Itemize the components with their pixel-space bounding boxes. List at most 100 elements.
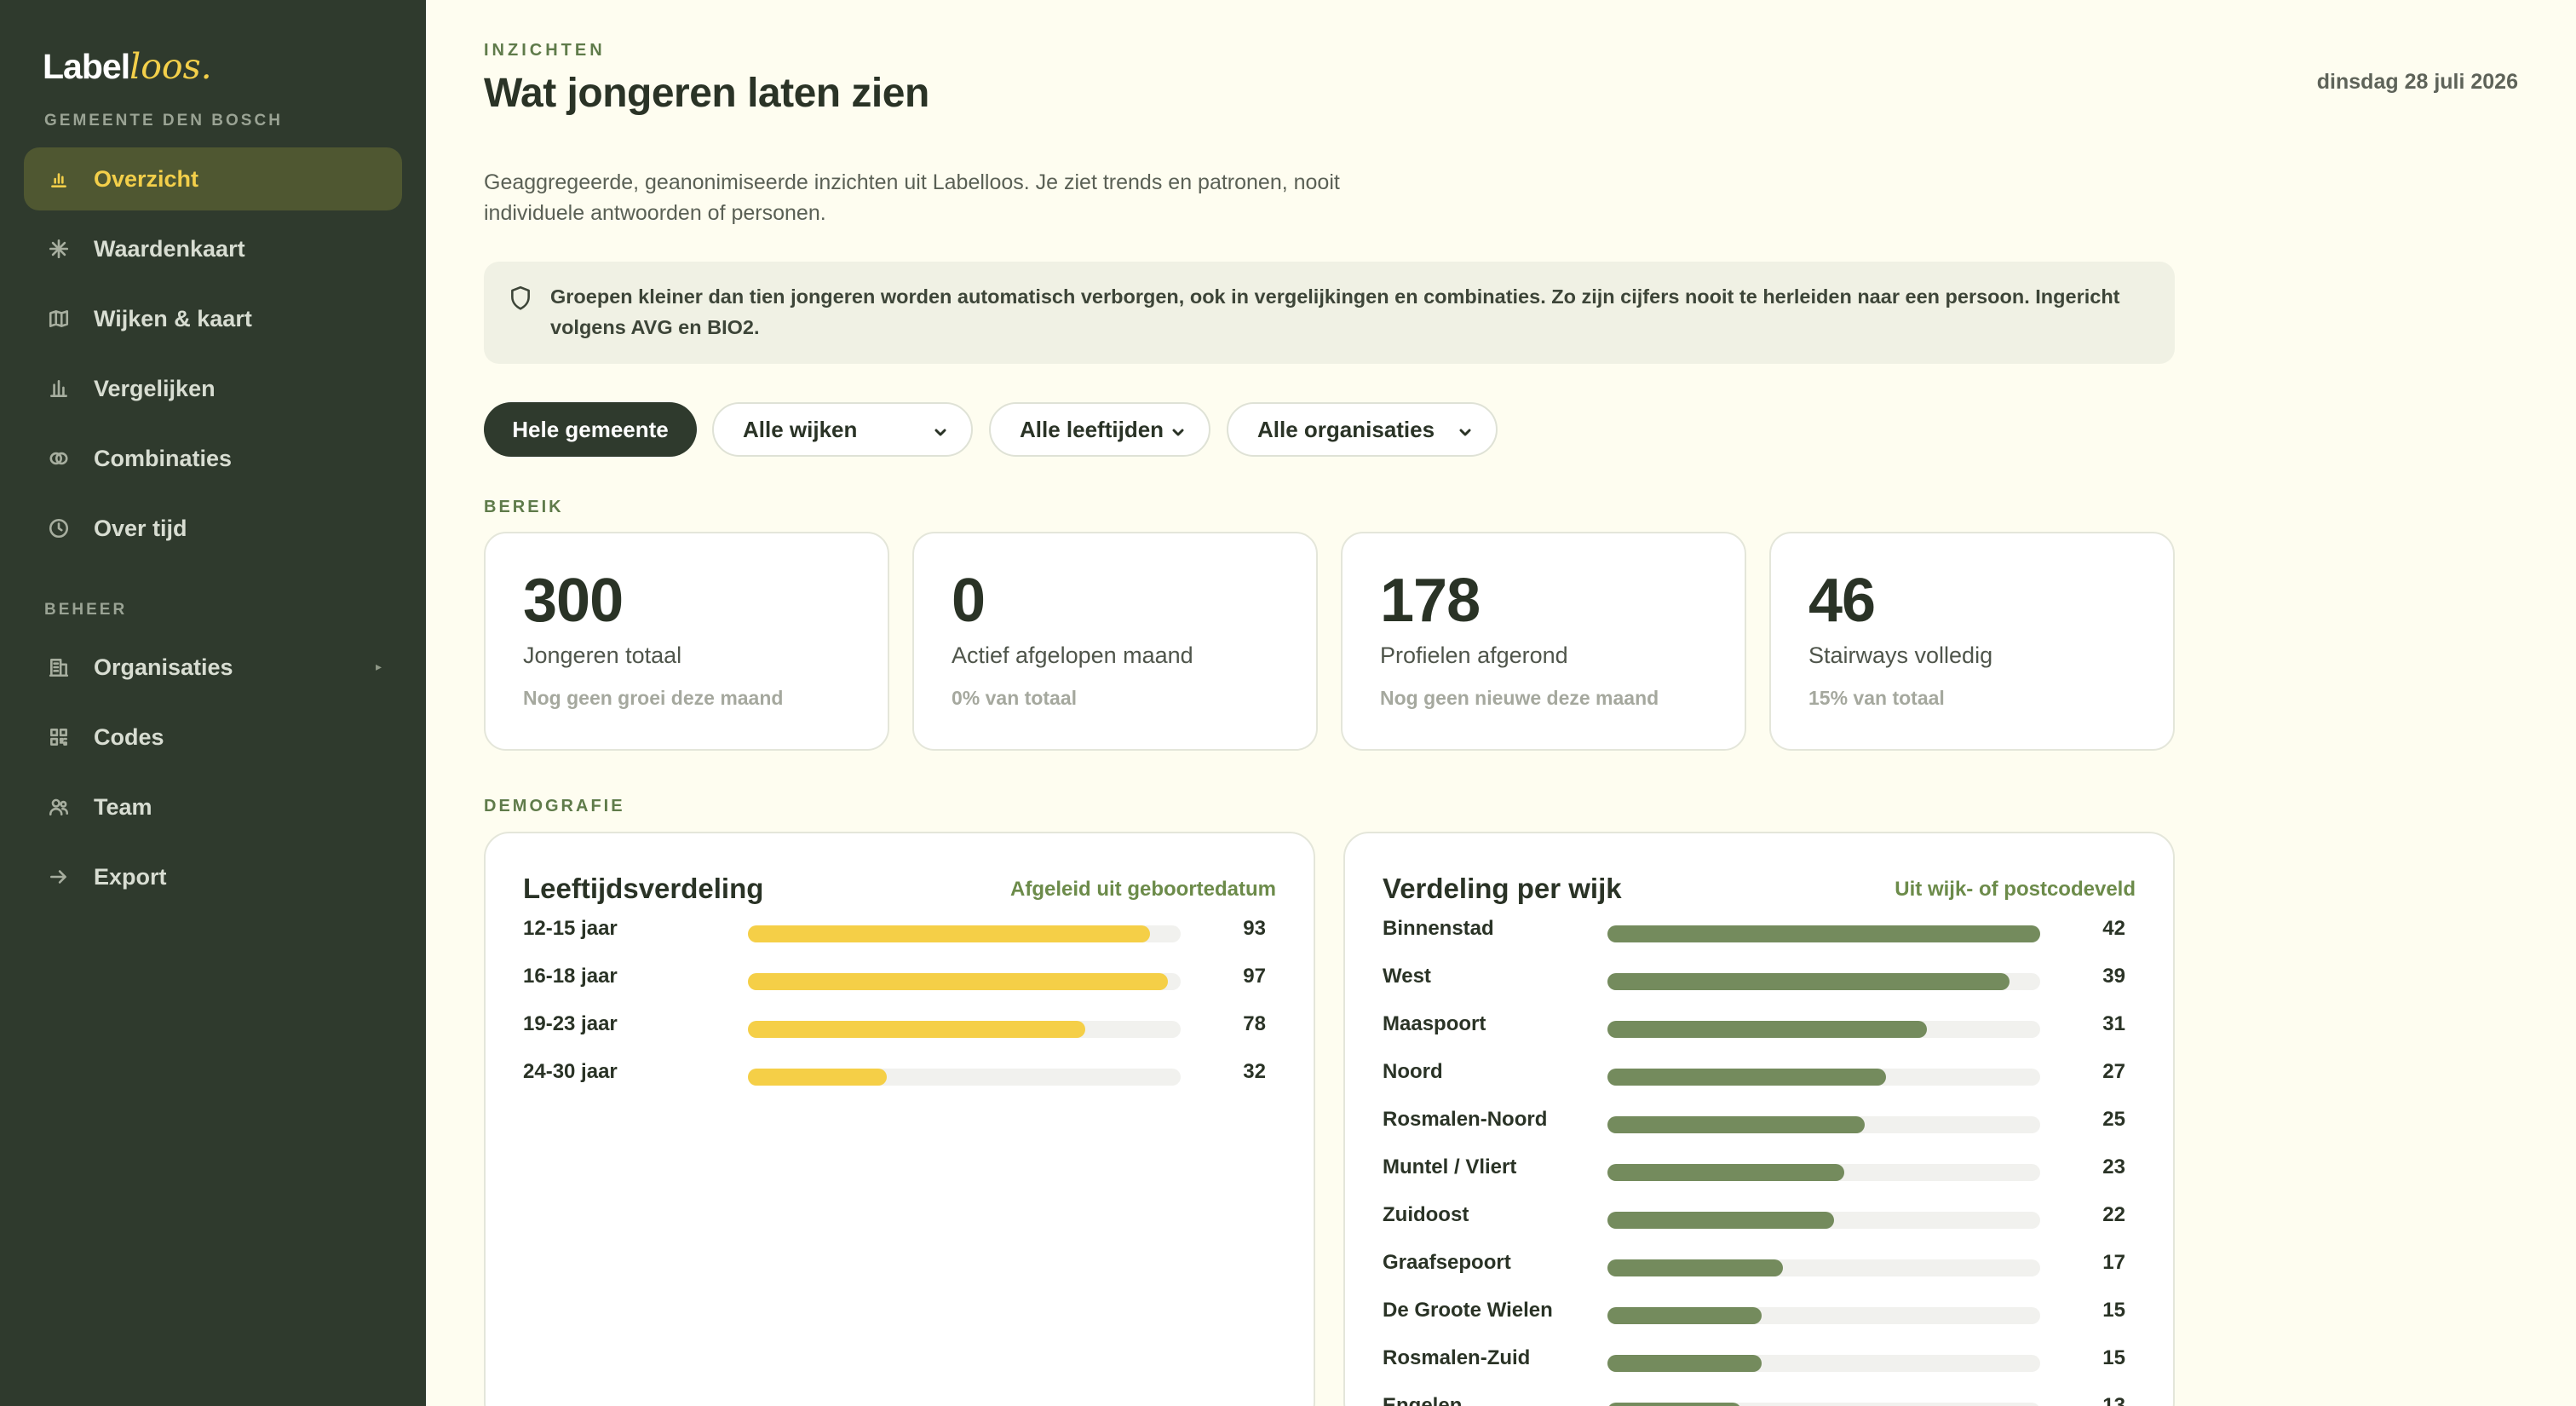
filter-wijken-select[interactable]: Alle wijken: [712, 402, 973, 457]
bar-value: 42: [2102, 917, 2125, 940]
bar-value: 97: [1243, 965, 1266, 988]
bar-label: Noord: [1383, 1060, 1443, 1083]
privacy-notice-text: Groepen kleiner dan tien jongeren worden…: [550, 285, 2120, 338]
page-intro: Geaggregeerde, geanonimiseerde inzichten…: [484, 170, 1340, 225]
stat-card-stairways: 46 Stairways volledig 15% van totaal: [1769, 532, 2175, 751]
shield-icon: [509, 285, 532, 311]
bar-label: 12-15 jaar: [523, 917, 618, 940]
stat-subtext: 0% van totaal: [952, 687, 1077, 709]
sidebar-item-overzicht[interactable]: Overzicht: [24, 147, 402, 210]
card-source: Afgeleid uit geboortedatum: [1010, 878, 1276, 901]
bar-value: 31: [2102, 1012, 2125, 1035]
sidebar-item-label: Codes: [94, 723, 164, 750]
bar-track: [748, 925, 1181, 942]
bar-row: West 39: [1383, 965, 2125, 994]
bar-row: 16-18 jaar 97: [523, 965, 1266, 994]
bar-track: [1607, 1164, 2040, 1181]
overlap-circles-icon: [46, 446, 72, 471]
bar-track: [1607, 1212, 2040, 1229]
page-title: Wat jongeren laten zien: [484, 71, 929, 116]
bar-value: 32: [1243, 1060, 1266, 1083]
sidebar-item-wijken-kaart[interactable]: Wijken & kaart: [24, 287, 402, 350]
bar-track: [1607, 1307, 2040, 1324]
sidebar-item-label: Organisaties: [94, 654, 233, 680]
bar-value: 17: [2102, 1251, 2125, 1274]
building-icon: [46, 654, 72, 680]
logo-main: Label: [43, 47, 130, 86]
filter-organisaties-select[interactable]: Alle organisaties: [1227, 402, 1498, 457]
sidebar-item-label: Over tijd: [94, 515, 187, 541]
bar-row: Binnenstad 42: [1383, 917, 2125, 946]
bar-label: 16-18 jaar: [523, 965, 618, 988]
qr-grid-icon: [46, 724, 72, 750]
bar-row: Zuidoost 22: [1383, 1203, 2125, 1232]
bar-row: Graafsepoort 17: [1383, 1251, 2125, 1280]
bar-fill: [1607, 1259, 1783, 1276]
bar-fill: [748, 973, 1168, 990]
filter-hele-gemeente-button[interactable]: Hele gemeente: [484, 402, 697, 457]
bar-track: [748, 1021, 1181, 1038]
card-leeftijdsverdeling: Leeftijdsverdeling Afgeleid uit geboorte…: [484, 832, 1315, 1406]
stat-card-jongeren-totaal: 300 Jongeren totaal Nog geen groei deze …: [484, 532, 889, 751]
bar-value: 78: [1243, 1012, 1266, 1035]
bar-track: [1607, 1069, 2040, 1086]
sidebar-item-organisaties[interactable]: Organisaties ▸: [24, 636, 402, 699]
bar-track: [1607, 1021, 2040, 1038]
bar-value: 15: [2102, 1299, 2125, 1322]
sidebar-item-label: Wijken & kaart: [94, 305, 252, 331]
bar-label: Rosmalen-Zuid: [1383, 1346, 1531, 1369]
sidebar-item-vergelijken[interactable]: Vergelijken: [24, 357, 402, 420]
expand-caret-icon[interactable]: ▸: [375, 660, 382, 673]
stat-card-actief: 0 Actief afgelopen maand 0% van totaal: [912, 532, 1318, 751]
bar-fill: [1607, 1069, 1886, 1086]
bar-label: Engelen: [1383, 1394, 1463, 1406]
filter-label: Hele gemeente: [512, 416, 669, 442]
bar-row: Rosmalen-Zuid 15: [1383, 1346, 2125, 1375]
card-source: Uit wijk- of postcodeveld: [1895, 878, 2136, 901]
bar-chart-icon: [46, 166, 72, 192]
bar-track: [1607, 973, 2040, 990]
sidebar-item-export[interactable]: Export: [24, 845, 402, 908]
sidebar-item-label: Combinaties: [94, 445, 233, 471]
bar-label: Rosmalen-Noord: [1383, 1108, 1548, 1131]
card-title: Verdeling per wijk: [1383, 873, 1622, 904]
bar-label: Graafsepoort: [1383, 1251, 1511, 1274]
chevron-down-icon: [1457, 420, 1474, 437]
sidebar-item-waardenkaart[interactable]: Waardenkaart: [24, 217, 402, 280]
sidebar-item-over-tijd[interactable]: Over tijd: [24, 497, 402, 560]
filter-leeftijden-select[interactable]: Alle leeftijden: [989, 402, 1210, 457]
bar-fill: [748, 925, 1150, 942]
sidebar-item-label: Export: [94, 863, 167, 890]
app-logo[interactable]: Labelloos.: [43, 46, 212, 87]
sidebar-item-label: Vergelijken: [94, 375, 216, 401]
card-verdeling-per-wijk: Verdeling per wijk Uit wijk- of postcode…: [1343, 832, 2175, 1406]
bar-fill: [1607, 1164, 1844, 1181]
bar-track: [1607, 1355, 2040, 1372]
stat-label: Profielen afgerond: [1380, 642, 1568, 668]
filter-label: Alle wijken: [743, 416, 858, 442]
bar-track: [748, 973, 1181, 990]
logo-script: loos.: [129, 46, 212, 87]
sidebar-item-codes[interactable]: Codes: [24, 706, 402, 769]
sidebar-item-combinaties[interactable]: Combinaties: [24, 427, 402, 490]
filter-label: Alle leeftijden: [1020, 416, 1164, 442]
bar-value: 39: [2102, 965, 2125, 988]
stat-value: 178: [1380, 567, 1481, 635]
bar-label: Zuidoost: [1383, 1203, 1469, 1226]
sidebar-item-label: Waardenkaart: [94, 235, 245, 262]
stat-label: Jongeren totaal: [523, 642, 682, 668]
bar-row: Noord 27: [1383, 1060, 2125, 1089]
stat-subtext: 15% van totaal: [1808, 687, 1945, 709]
bar-value: 13: [2102, 1394, 2125, 1406]
sidebar: Labelloos. GEMEENTE DEN BOSCH Overzicht …: [0, 0, 426, 1406]
bar-row: Engelen 13: [1383, 1394, 2125, 1406]
bar-track: [1607, 1403, 2040, 1406]
bar-row: Muntel / Vliert 23: [1383, 1155, 2125, 1184]
bar-row: Rosmalen-Noord 25: [1383, 1108, 2125, 1137]
bar-label: De Groote Wielen: [1383, 1299, 1553, 1322]
sidebar-item-team[interactable]: Team: [24, 775, 402, 838]
bar-fill: [1607, 1403, 1741, 1406]
bar-fill: [1607, 925, 2040, 942]
bar-label: Muntel / Vliert: [1383, 1155, 1517, 1178]
bar-value: 27: [2102, 1060, 2125, 1083]
